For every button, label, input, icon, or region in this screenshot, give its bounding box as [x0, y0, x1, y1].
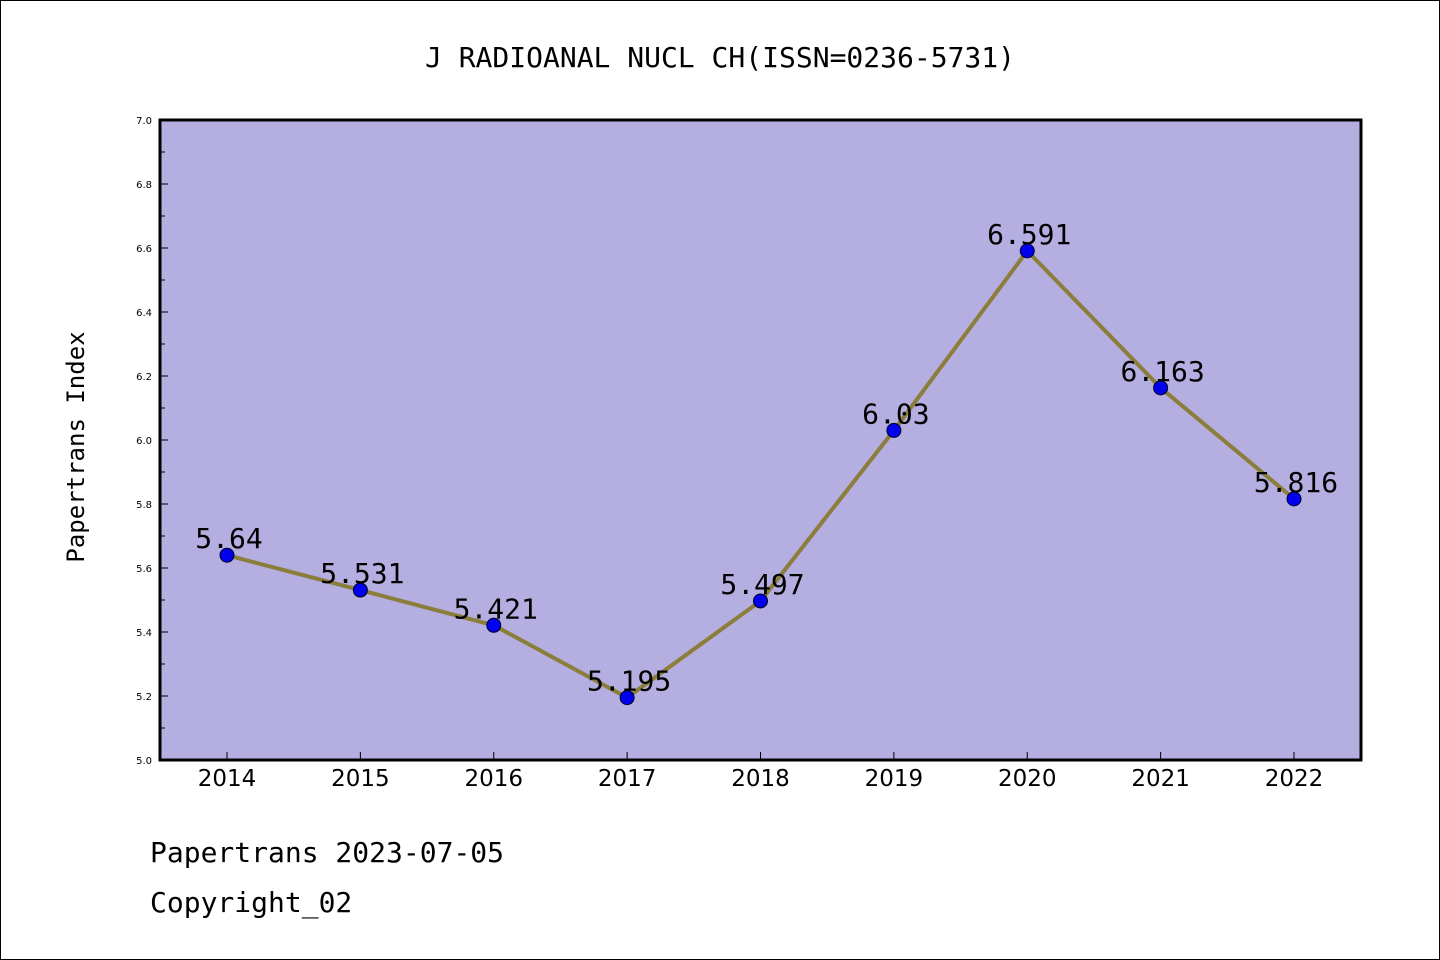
- y-axis-label: Papertrans Index: [62, 331, 90, 562]
- x-tick-label: 2016: [464, 766, 523, 792]
- data-label: 5.421: [454, 592, 538, 625]
- data-point: [619, 690, 635, 706]
- data-label: 5.531: [320, 557, 404, 590]
- data-label: 5.64: [195, 522, 262, 555]
- data-label: 6.03: [862, 397, 929, 430]
- x-tick-label: 2017: [598, 766, 657, 792]
- footer-source: Papertrans 2023-07-05: [150, 836, 505, 869]
- data-point: [753, 593, 768, 609]
- data-point: [352, 582, 368, 598]
- y-tick-label: 6.2: [136, 372, 152, 383]
- data-point: [486, 617, 502, 633]
- x-tick-label: 2020: [998, 766, 1057, 792]
- plot-border: [158, 118, 1363, 762]
- data-point: [886, 422, 902, 438]
- y-tick-label: 6.6: [136, 244, 152, 255]
- data-label: 5.195: [587, 665, 671, 698]
- x-tick-label: 2021: [1131, 766, 1190, 792]
- x-tick-label: 2022: [1265, 766, 1324, 792]
- y-tick-label: 5.6: [136, 564, 152, 575]
- y-tick-label: 5.4: [136, 628, 152, 639]
- series-layer: 5.64 5.531 5.421 5.195 5.497 6.03 6.591 6.163 5.…: [195, 218, 1338, 706]
- x-axis: 2014 2015 2016 2017 2018 2019 2020 2021 2022: [198, 752, 1324, 792]
- y-tick-label: 5.0: [136, 756, 152, 767]
- x-tick-label: 2014: [198, 766, 257, 792]
- chart-title: J RADIOANAL NUCL CH(ISSN=0236-5731): [425, 41, 1015, 74]
- x-tick-label: 2015: [331, 766, 390, 792]
- y-tick-label: 6.4: [136, 308, 152, 319]
- data-point: [1153, 380, 1169, 396]
- data-label: 5.497: [720, 568, 804, 601]
- y-tick-label: 6.8: [136, 180, 152, 191]
- data-label: 5.816: [1254, 466, 1338, 499]
- x-tick-label: 2019: [865, 766, 924, 792]
- data-point: [1286, 491, 1302, 507]
- data-label: 6.163: [1120, 355, 1204, 388]
- data-label: 6.591: [987, 218, 1071, 251]
- y-tick-label: 7.0: [136, 116, 152, 127]
- data-point: [1019, 243, 1035, 259]
- data-point: [219, 547, 235, 563]
- footer-copyright: Copyright_02: [150, 886, 353, 919]
- plot-area: [160, 120, 1361, 760]
- x-tick-label: 2018: [731, 766, 790, 792]
- y-tick-label: 6.0: [136, 436, 152, 447]
- y-tick-label: 5.2: [136, 692, 152, 703]
- y-tick-label: 5.8: [136, 500, 152, 511]
